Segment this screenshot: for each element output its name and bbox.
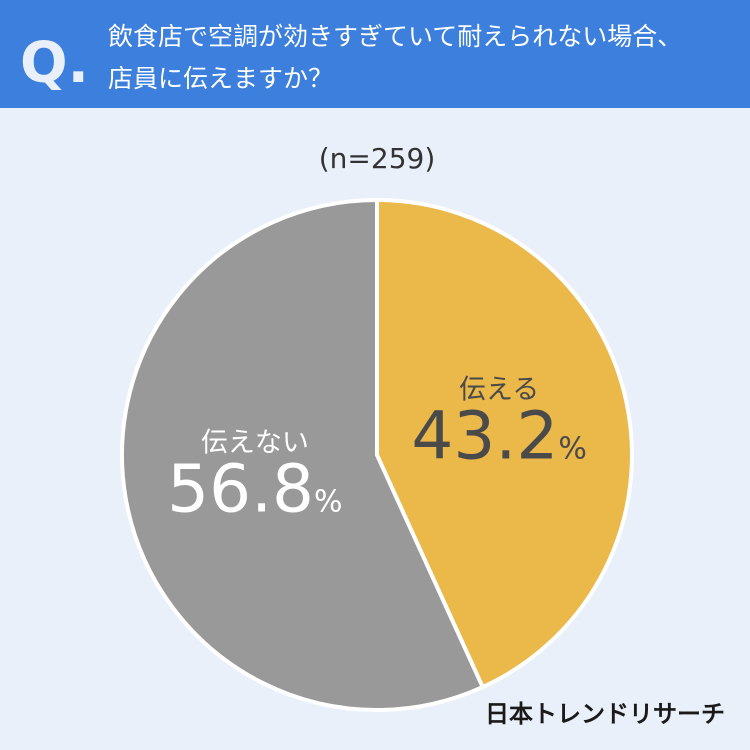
slice-category-label: 伝えない — [201, 428, 309, 459]
slice-value-label: 43.2% — [411, 397, 586, 474]
slice-value-label: 56.8% — [167, 451, 342, 528]
slice-category-label: 伝える — [459, 374, 539, 405]
source: 日本トレンドリサーチ — [485, 700, 725, 728]
subtitle: (n=259) — [319, 142, 436, 175]
q-mark: Q. — [20, 31, 89, 96]
title-line: 店員に伝えますか？ — [108, 64, 333, 93]
pie-slice — [375, 197, 634, 690]
title-line: 飲食店で空調が効きすぎていて耐えられない場合、 — [108, 22, 682, 51]
pie-slice — [120, 197, 486, 712]
header — [0, 0, 750, 108]
